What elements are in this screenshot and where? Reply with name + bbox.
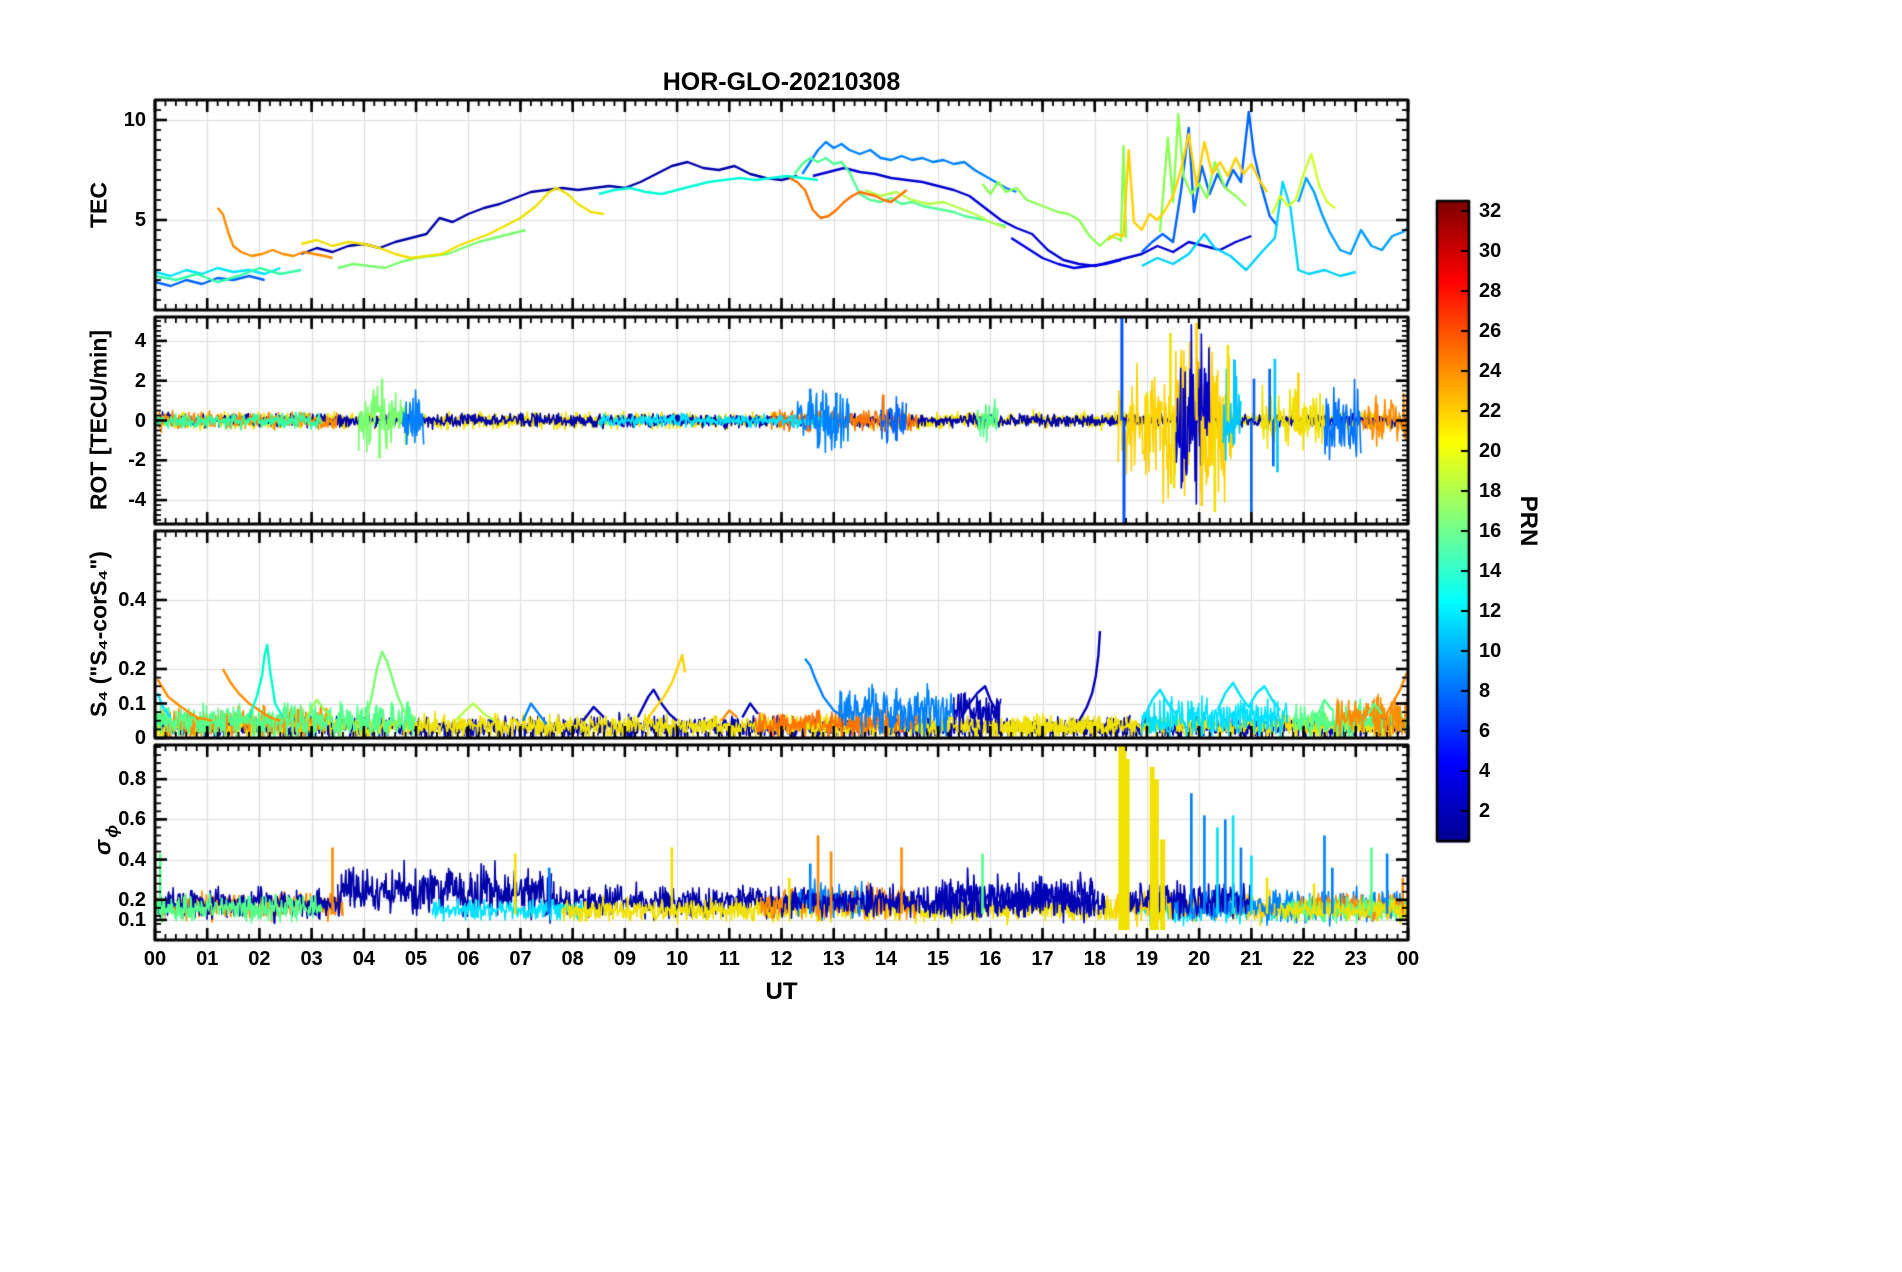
x-axis-label: UT	[765, 978, 798, 1005]
x-tick-label: 04	[352, 948, 375, 970]
colorbar-tick-label: 14	[1479, 560, 1502, 582]
x-tick-label: 23	[1344, 948, 1367, 970]
x-tick-label: 17	[1031, 948, 1054, 970]
x-tick-label: 14	[874, 948, 898, 970]
y-tick-label: 0.1	[118, 692, 146, 715]
y-tick-label: 5	[134, 209, 146, 231]
x-tick-label: 16	[979, 948, 1002, 970]
x-tick-label: 05	[404, 948, 428, 970]
y-tick-label: -4	[128, 489, 146, 512]
x-tick-label: 07	[509, 948, 532, 970]
x-tick-label: 11	[718, 948, 740, 970]
x-tick-label: 22	[1292, 948, 1315, 970]
colorbar-tick-label: 8	[1479, 680, 1491, 702]
x-tick-label: 00	[143, 948, 167, 970]
y-tick-label: 0	[134, 409, 146, 432]
y-tick-label: 0.2	[118, 888, 146, 911]
colorbar-tick-label: 20	[1479, 440, 1502, 462]
colorbar-tick-label: 28	[1479, 280, 1502, 302]
colorbar-label: PRN	[1515, 495, 1542, 547]
x-tick-label: 01	[196, 948, 219, 970]
colorbar-tick-label: 26	[1479, 320, 1502, 342]
x-tick-label: 13	[822, 948, 845, 970]
y-tick-label: 0.4	[118, 589, 146, 611]
chart-title: HOR-GLO-20210308	[662, 68, 901, 96]
x-tick-label: 02	[248, 948, 271, 970]
colorbar-tick-label: 2	[1479, 800, 1491, 822]
colorbar-tick-label: 18	[1479, 480, 1502, 502]
colorbar-tick-label: 30	[1479, 240, 1502, 262]
x-tick-label: 18	[1083, 948, 1106, 970]
x-tick-label: 06	[457, 948, 480, 970]
colorbar-tick-label: 6	[1479, 720, 1491, 742]
y-tick-label: 0.4	[118, 848, 146, 871]
colorbar-tick-label: 10	[1479, 640, 1502, 662]
colorbar-tick-label: 32	[1479, 200, 1502, 222]
x-tick-label: 08	[561, 948, 584, 970]
x-tick-label: 21	[1240, 948, 1263, 970]
x-tick-label: 00	[1396, 948, 1420, 970]
x-tick-label: 20	[1188, 948, 1211, 970]
y-tick-label: -2	[128, 449, 146, 472]
y-tick-label: 0.8	[118, 768, 146, 791]
y-tick-label: 10	[123, 109, 146, 131]
x-tick-label: 10	[665, 948, 689, 970]
y-tick-label: 0	[134, 727, 146, 749]
colorbar-tick-label: 24	[1479, 360, 1502, 382]
y-tick-label: 0.6	[118, 808, 146, 831]
y-tick-label: 0.1	[118, 908, 146, 931]
x-tick-label: 09	[613, 948, 636, 970]
colorbar-tick-label: 12	[1479, 600, 1502, 622]
y-tick-label: 2	[134, 369, 146, 392]
colorbar-tick-label: 16	[1479, 520, 1502, 542]
colorbar-tick-label: 22	[1479, 400, 1502, 422]
colorbar-tick-label: 4	[1479, 760, 1491, 782]
x-tick-label: 12	[770, 948, 793, 970]
y-tick-label: 4	[134, 329, 146, 352]
y-tick-label: 0.2	[118, 658, 146, 680]
x-tick-label: 03	[300, 948, 323, 970]
x-tick-label: 19	[1135, 948, 1159, 970]
x-tick-label: 15	[927, 948, 950, 970]
